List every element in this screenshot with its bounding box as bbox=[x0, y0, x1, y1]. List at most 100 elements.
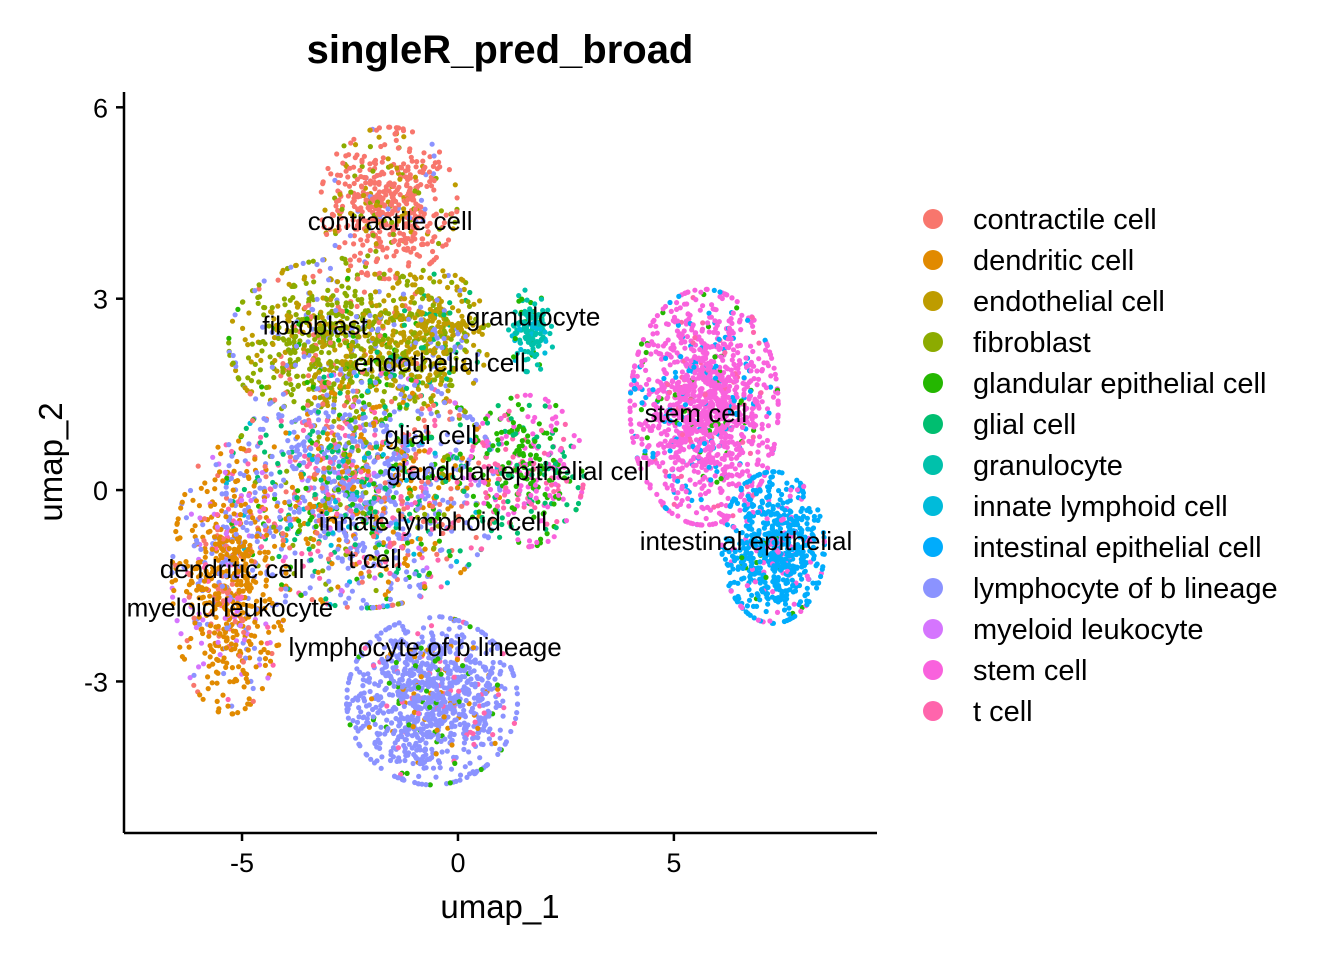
point bbox=[173, 528, 179, 535]
point bbox=[305, 339, 311, 345]
point bbox=[353, 725, 359, 731]
point bbox=[414, 514, 421, 520]
point bbox=[335, 279, 341, 285]
point bbox=[237, 653, 243, 659]
point bbox=[321, 374, 327, 380]
point bbox=[281, 404, 287, 410]
point bbox=[347, 233, 353, 239]
point bbox=[338, 587, 344, 593]
point bbox=[366, 324, 372, 330]
point bbox=[397, 404, 403, 411]
point bbox=[398, 494, 404, 500]
point bbox=[311, 374, 318, 380]
point bbox=[245, 355, 252, 361]
point bbox=[293, 448, 299, 454]
point bbox=[330, 530, 336, 536]
point bbox=[391, 409, 397, 415]
point bbox=[469, 320, 475, 326]
point bbox=[431, 213, 437, 219]
point bbox=[339, 379, 345, 385]
point bbox=[342, 256, 348, 262]
point bbox=[373, 704, 379, 710]
point bbox=[362, 333, 368, 339]
point bbox=[271, 533, 277, 540]
point bbox=[224, 524, 230, 530]
point bbox=[354, 719, 361, 726]
point bbox=[479, 546, 485, 552]
point bbox=[368, 300, 374, 306]
point bbox=[395, 145, 401, 151]
point bbox=[382, 592, 388, 598]
point bbox=[220, 478, 226, 484]
point bbox=[439, 522, 445, 528]
point bbox=[271, 374, 277, 381]
point bbox=[196, 503, 202, 509]
point bbox=[175, 516, 181, 522]
point bbox=[351, 241, 357, 247]
point bbox=[376, 488, 382, 494]
point bbox=[342, 443, 349, 449]
point bbox=[295, 488, 301, 494]
point bbox=[349, 588, 355, 594]
point bbox=[337, 342, 343, 348]
point bbox=[209, 680, 215, 686]
point bbox=[333, 445, 339, 451]
point bbox=[314, 296, 320, 302]
point bbox=[409, 129, 416, 135]
point bbox=[406, 316, 412, 322]
point bbox=[284, 468, 290, 474]
point bbox=[303, 280, 309, 286]
point bbox=[358, 432, 364, 438]
point bbox=[396, 507, 402, 514]
point bbox=[431, 545, 437, 551]
point bbox=[433, 774, 439, 780]
point bbox=[424, 183, 430, 189]
point bbox=[363, 490, 369, 496]
point bbox=[430, 171, 437, 177]
point bbox=[331, 381, 337, 387]
point bbox=[454, 284, 460, 290]
point bbox=[457, 422, 463, 428]
point bbox=[309, 363, 315, 369]
point bbox=[352, 293, 358, 299]
point bbox=[457, 287, 463, 293]
point bbox=[464, 774, 470, 781]
point bbox=[533, 330, 539, 336]
point bbox=[409, 390, 416, 396]
point bbox=[433, 681, 439, 687]
point bbox=[443, 383, 449, 389]
point bbox=[366, 450, 372, 456]
point bbox=[327, 320, 333, 326]
point bbox=[366, 675, 373, 682]
point bbox=[327, 526, 333, 532]
point bbox=[536, 342, 542, 348]
point bbox=[234, 536, 240, 542]
point bbox=[292, 283, 298, 289]
point bbox=[352, 192, 358, 198]
point bbox=[332, 228, 338, 234]
point bbox=[481, 362, 487, 368]
point bbox=[217, 652, 223, 658]
point bbox=[301, 342, 307, 348]
point bbox=[380, 195, 386, 201]
point bbox=[322, 207, 328, 213]
point bbox=[209, 546, 215, 552]
point bbox=[388, 585, 394, 592]
point bbox=[398, 374, 404, 380]
point bbox=[359, 184, 365, 190]
point bbox=[283, 489, 289, 495]
point bbox=[366, 724, 372, 730]
point bbox=[427, 756, 433, 762]
point bbox=[476, 328, 482, 334]
point bbox=[445, 499, 451, 505]
point bbox=[422, 746, 428, 752]
point bbox=[290, 295, 296, 301]
point bbox=[310, 307, 316, 313]
point bbox=[487, 710, 493, 716]
point bbox=[461, 286, 467, 293]
point bbox=[304, 316, 310, 322]
point bbox=[256, 286, 262, 292]
point bbox=[277, 514, 283, 520]
point bbox=[382, 142, 388, 148]
point bbox=[387, 488, 393, 494]
